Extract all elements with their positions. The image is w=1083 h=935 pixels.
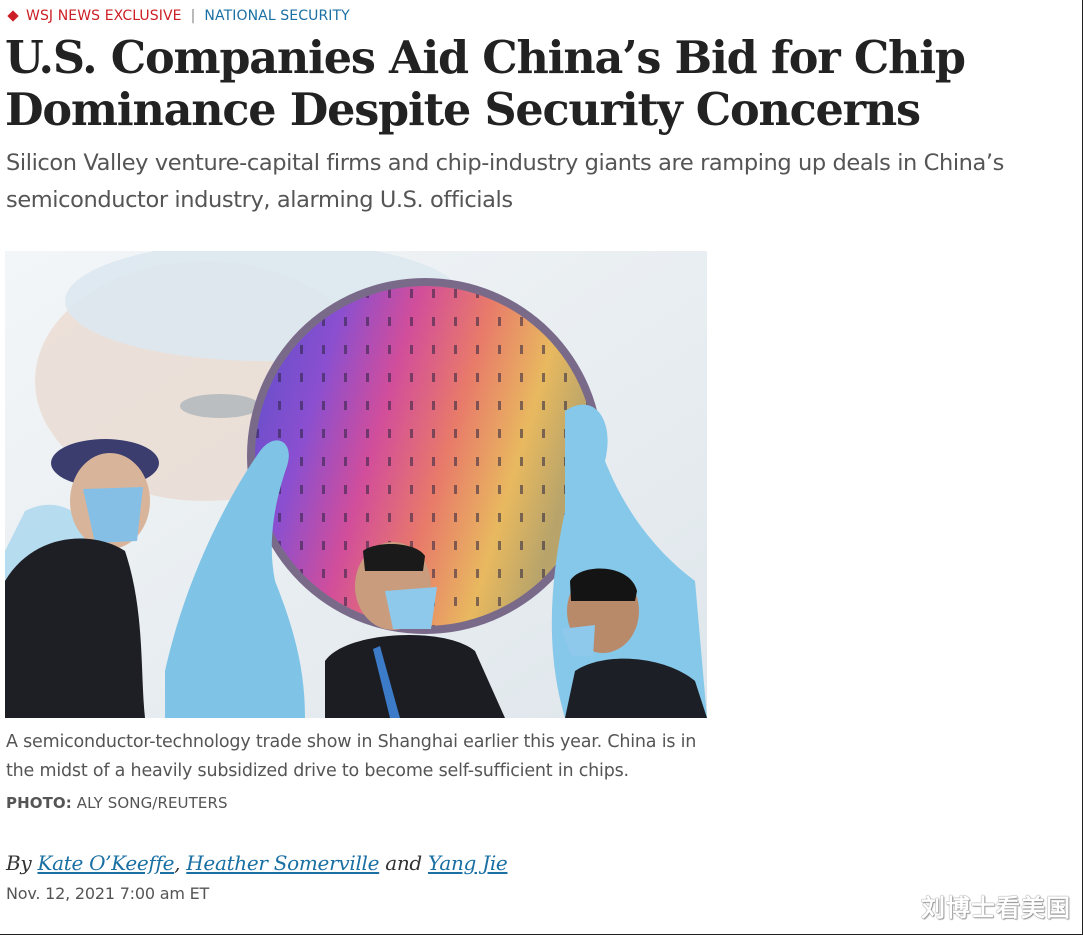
kicker-divider: |: [190, 8, 196, 24]
section-link[interactable]: NATIONAL SECURITY: [204, 8, 350, 24]
photo-credit: PHOTO: ALY SONG/REUTERS: [6, 794, 228, 812]
article-dek: Silicon Valley venture-capital firms and…: [6, 150, 1004, 213]
photo-credit-label: PHOTO:: [6, 794, 72, 812]
photo-caption: A semiconductor-technology trade show in…: [6, 732, 697, 781]
watermark-text: 刘博士看美国: [921, 894, 1071, 922]
photo-credit-value: ALY SONG/REUTERS: [71, 794, 228, 812]
article-headline: U.S. Companies Aid China’s Bid for Chip …: [5, 32, 966, 136]
byline-and: and: [379, 851, 428, 875]
author-link-kate-okeeffe[interactable]: Kate O’Keeffe: [37, 851, 175, 875]
exclusive-label[interactable]: WSJ NEWS EXCLUSIVE: [26, 8, 182, 24]
article-photo[interactable]: [5, 251, 707, 718]
byline-comma: ,: [174, 851, 187, 875]
diamond-icon: [7, 10, 19, 22]
author-link-yang-jie[interactable]: Yang Jie: [428, 851, 508, 875]
byline: By Kate O’Keeffe, Heather Somerville and…: [6, 851, 508, 875]
article-kicker: WSJ NEWS EXCLUSIVE | NATIONAL SECURITY: [6, 6, 350, 26]
author-link-heather-somerville[interactable]: Heather Somerville: [186, 851, 380, 875]
byline-prefix: By: [6, 851, 38, 875]
photo-illustration: [5, 251, 707, 718]
publish-timestamp: Nov. 12, 2021 7:00 am ET: [6, 884, 210, 903]
